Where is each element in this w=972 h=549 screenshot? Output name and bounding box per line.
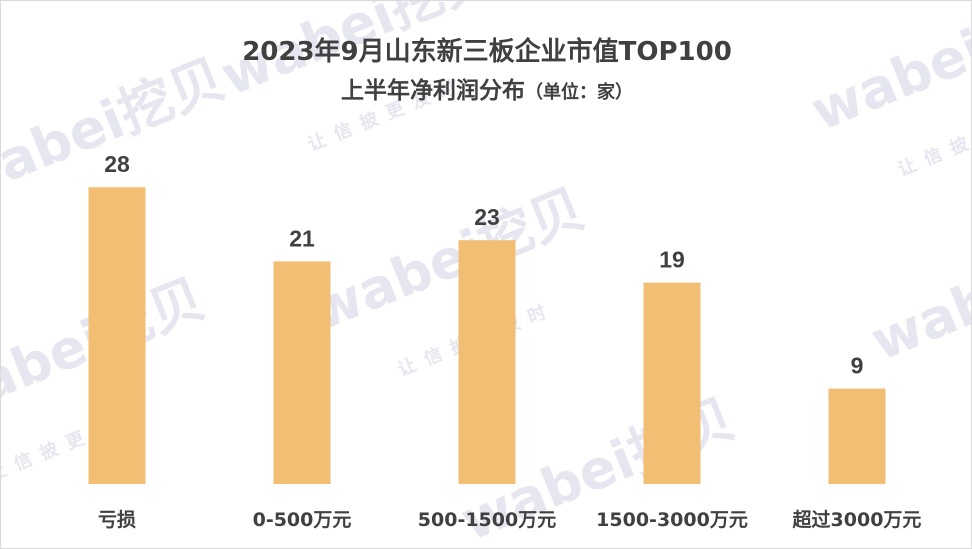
data-label-4: 19 bbox=[659, 247, 685, 273]
chart-subtitle: 上半年净利润分布（单位：家） bbox=[1, 71, 971, 105]
x-tick-label-2: 0-500万元 bbox=[253, 509, 352, 531]
x-tick-label-3: 500-1500万元 bbox=[418, 509, 556, 531]
chart-subtitle-text: 上半年净利润分布 bbox=[341, 78, 525, 104]
bar-5 bbox=[828, 388, 886, 484]
x-tick-label-5: 超过3000万元 bbox=[792, 508, 922, 531]
data-label-1: 28 bbox=[104, 151, 130, 177]
data-label-2: 21 bbox=[289, 225, 315, 251]
bar-1 bbox=[88, 187, 146, 484]
chart-title: 2023年9月山东新三板企业市值TOP100 bbox=[242, 37, 732, 67]
bar-4 bbox=[643, 282, 701, 484]
x-tick-label-1: 亏损 bbox=[98, 509, 136, 531]
bar-3 bbox=[458, 240, 516, 484]
data-label-3: 23 bbox=[474, 204, 500, 230]
data-label-5: 9 bbox=[851, 353, 864, 379]
x-tick-label-4: 1500-3000万元 bbox=[596, 509, 748, 531]
bar-2 bbox=[273, 261, 331, 484]
chart-subtitle-unit: （单位：家） bbox=[525, 82, 633, 103]
